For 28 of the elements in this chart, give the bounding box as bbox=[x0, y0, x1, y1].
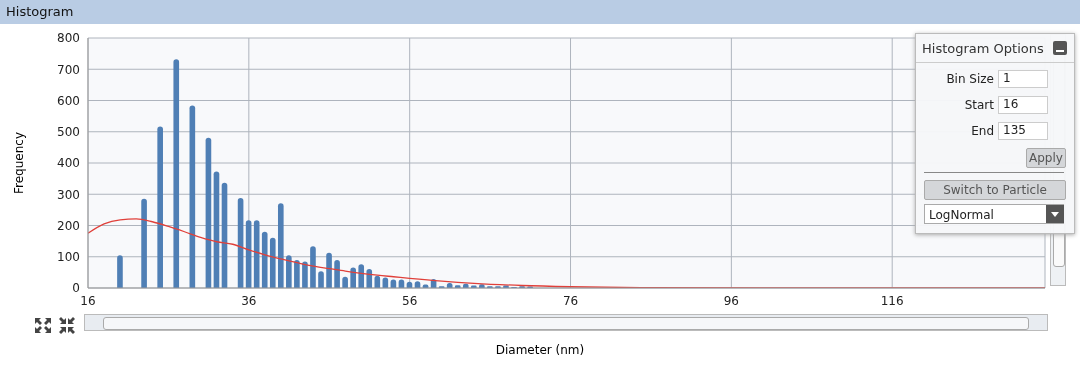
y-tick-label: 300 bbox=[57, 187, 80, 202]
annotation: 135 bbox=[998, 122, 1048, 140]
annotation: LogNormal bbox=[924, 204, 1064, 224]
annotation: Bin Size bbox=[946, 72, 994, 86]
x-tick-label: 96 bbox=[723, 293, 739, 308]
x-tick-label: 16 bbox=[80, 293, 96, 308]
y-tick-label: 600 bbox=[57, 93, 80, 108]
annotation: 16 bbox=[998, 96, 1048, 114]
annotation: 1 bbox=[998, 70, 1048, 88]
chart-title: Histogram bbox=[0, 0, 1080, 24]
y-tick-label: 0 bbox=[72, 281, 80, 296]
annotation: End bbox=[971, 124, 994, 138]
annotation: Switch to Particle bbox=[924, 180, 1066, 200]
y-tick-label: 500 bbox=[57, 125, 80, 140]
y-tick-label: 800 bbox=[57, 31, 80, 46]
y-tick-label: 200 bbox=[57, 218, 80, 233]
x-tick-label: 116 bbox=[880, 293, 904, 308]
y-tick-label: 400 bbox=[57, 156, 80, 171]
y-axis-title: Frequency bbox=[12, 132, 26, 194]
y-tick-label: 100 bbox=[57, 250, 80, 265]
x-axis-title: Diameter (nm) bbox=[495, 343, 585, 357]
y-tick-label: 700 bbox=[57, 62, 80, 77]
annotation: Apply bbox=[1026, 148, 1066, 168]
x-tick-label: 76 bbox=[562, 293, 579, 308]
x-tick-label: 56 bbox=[402, 293, 418, 308]
annotation: Start bbox=[964, 98, 994, 112]
x-tick-label: 36 bbox=[241, 293, 257, 308]
annotation: Histogram Options bbox=[922, 41, 1044, 56]
